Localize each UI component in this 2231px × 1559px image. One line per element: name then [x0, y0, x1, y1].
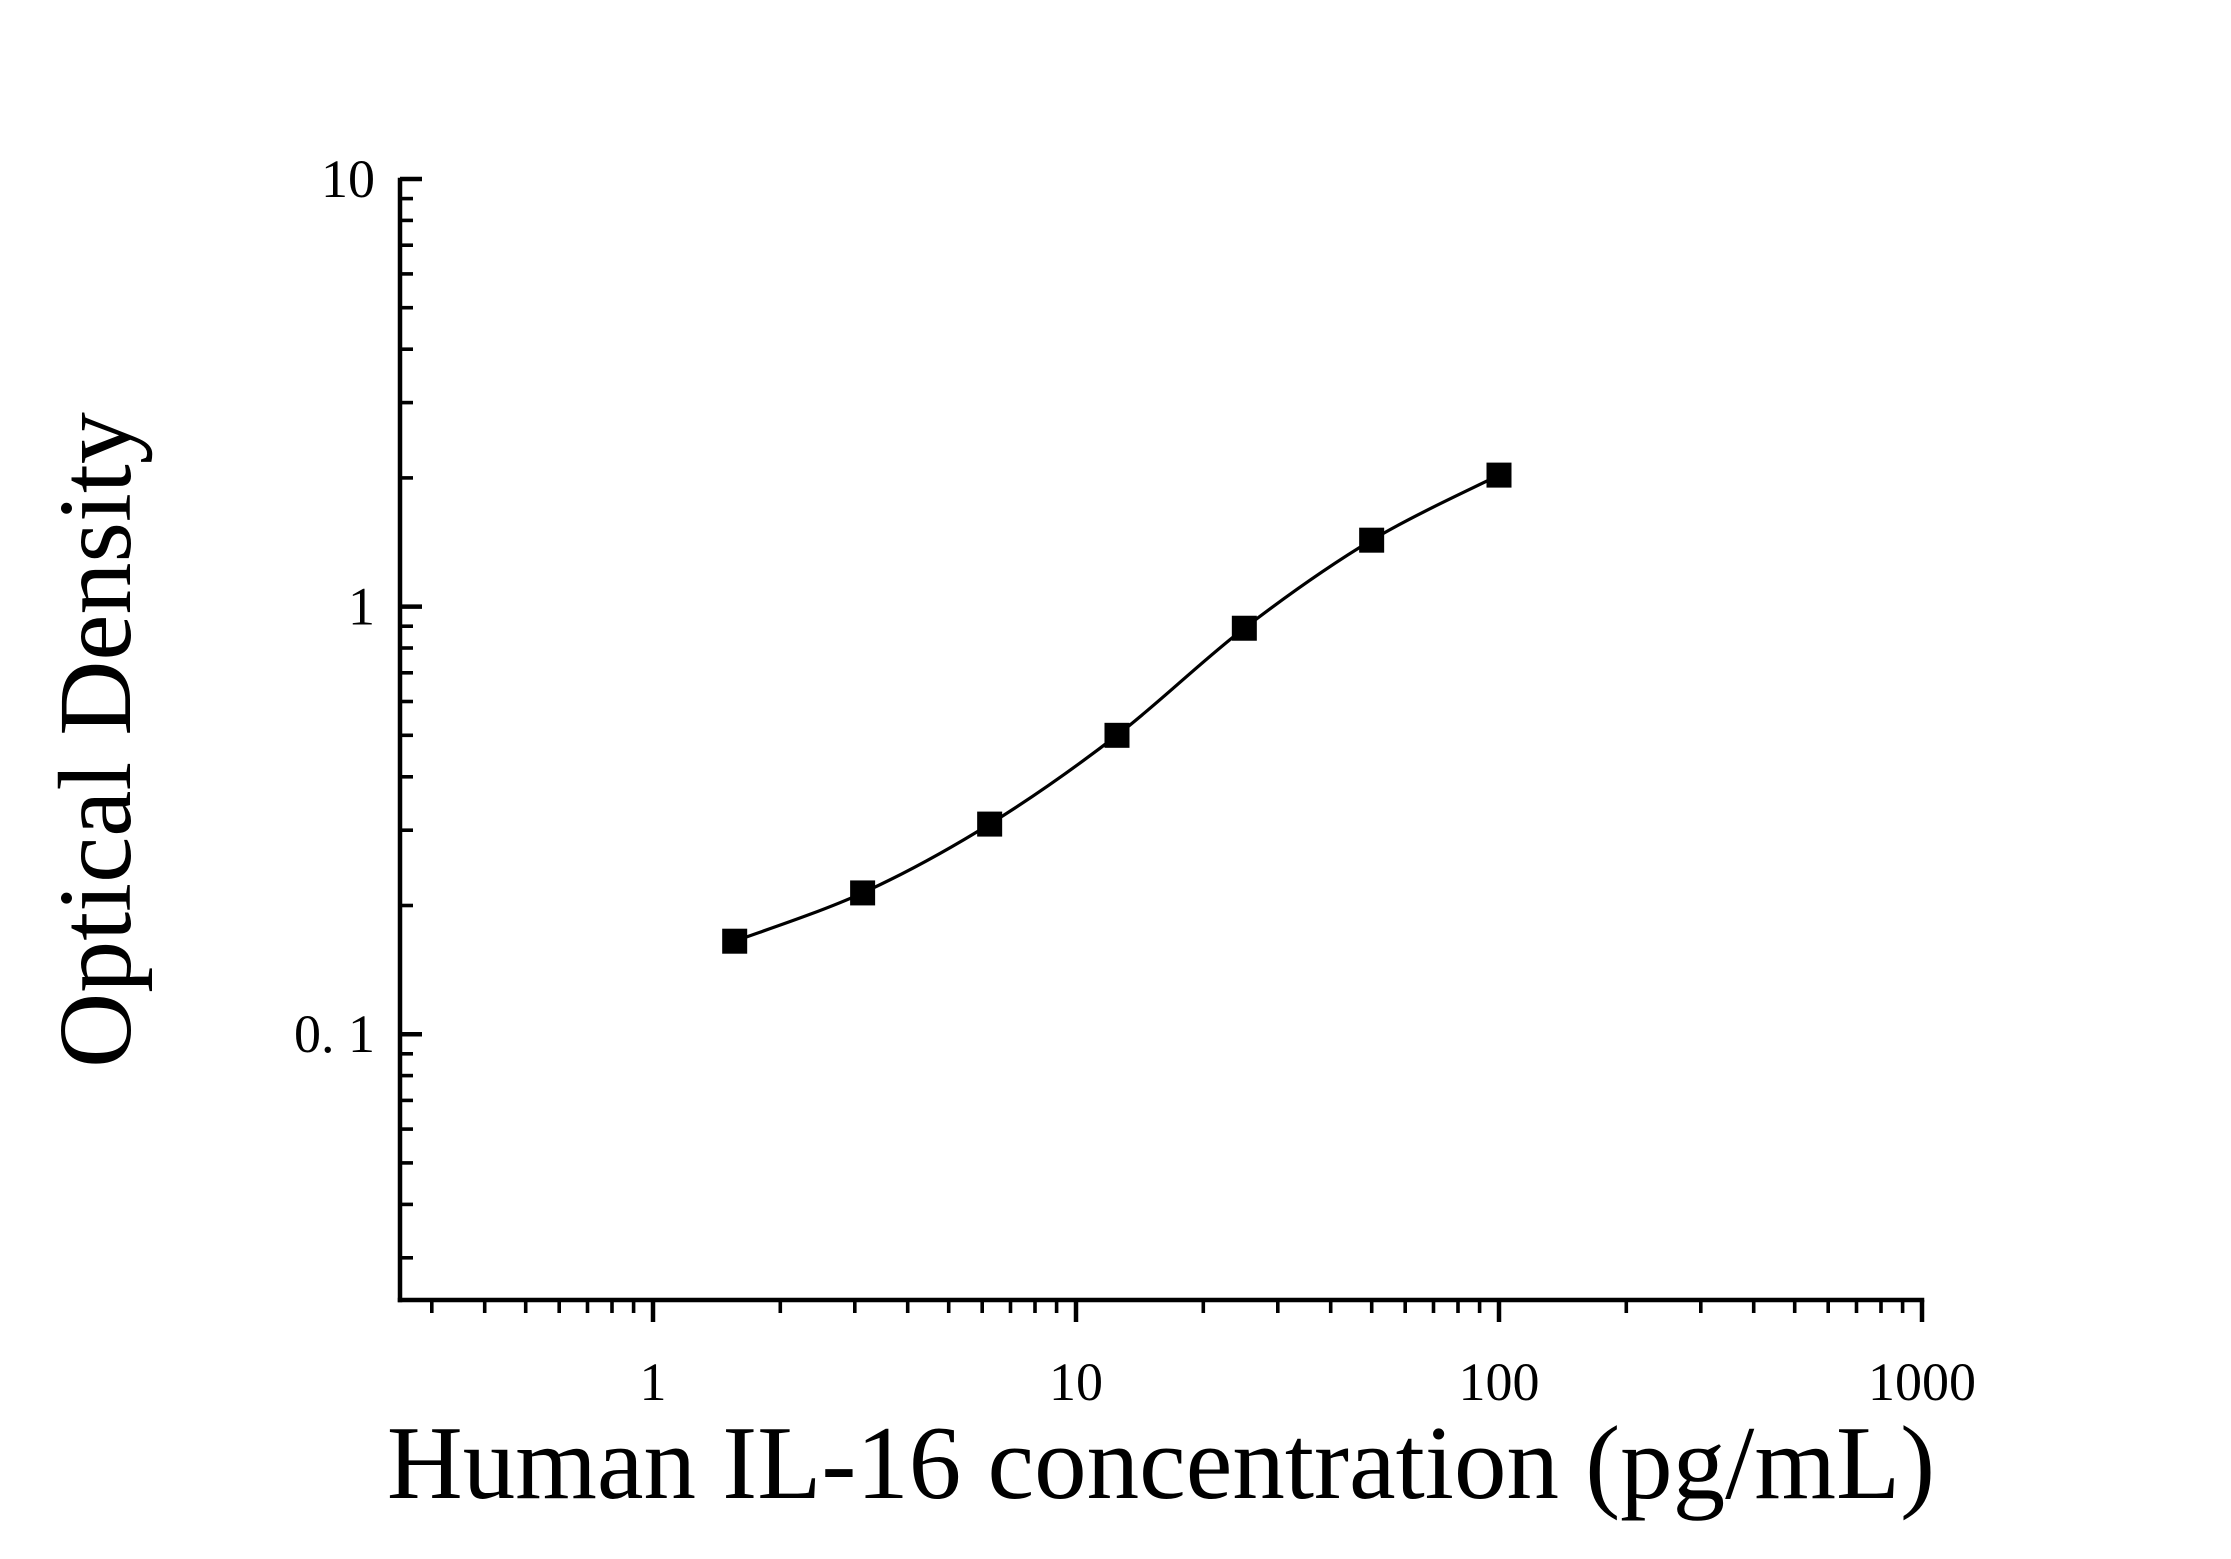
svg-text:1: 1 — [348, 577, 375, 637]
svg-text:0. 1: 0. 1 — [294, 1004, 375, 1064]
svg-text:100: 100 — [1459, 1352, 1540, 1412]
svg-text:Optical Density: Optical Density — [38, 412, 153, 1068]
svg-text:Human IL-16 concentration (pg/: Human IL-16 concentration (pg/mL) — [387, 1404, 1935, 1521]
svg-text:1000: 1000 — [1868, 1352, 1976, 1412]
svg-text:1: 1 — [640, 1352, 667, 1412]
svg-text:10: 10 — [1049, 1352, 1103, 1412]
svg-text:10: 10 — [321, 149, 375, 209]
